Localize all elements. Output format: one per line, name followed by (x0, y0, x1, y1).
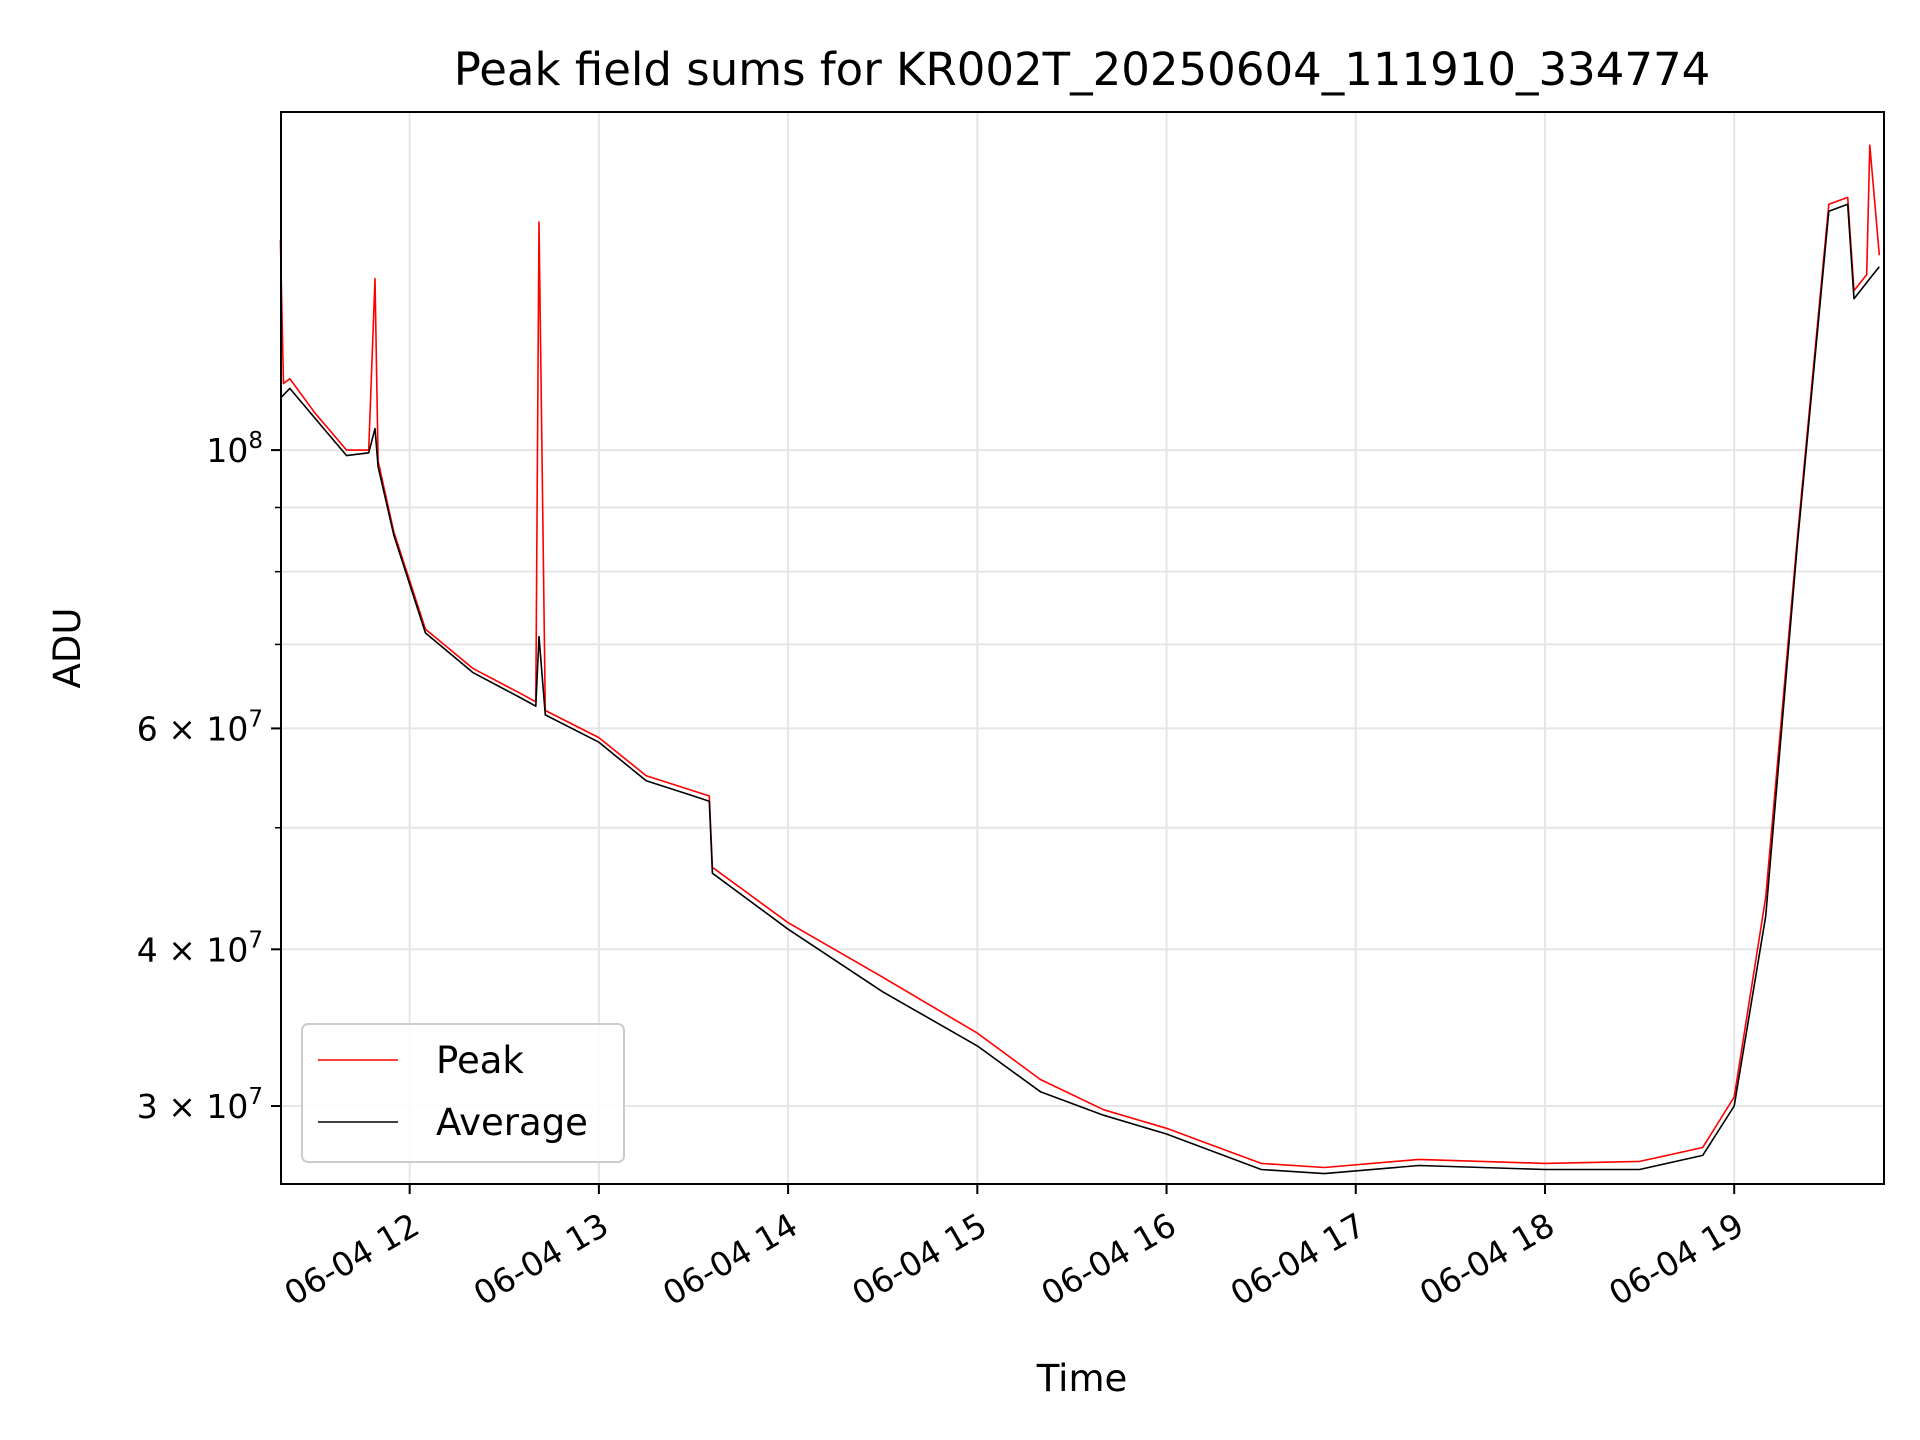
y-tick-label: 4 × 107 (137, 927, 263, 969)
y-tick-label: 108 (206, 428, 263, 470)
legend-label-peak: Peak (436, 1039, 524, 1082)
series-lines (279, 144, 1881, 1175)
series-line-peak (279, 144, 1881, 1169)
legend: Peak Average (301, 1023, 625, 1163)
y-axis-ticks: 108 6 × 107 4 × 107 3 × 107 (137, 428, 281, 1126)
chart-title: Peak field sums for KR002T_20250604_1119… (454, 43, 1711, 96)
plot-frame (280, 111, 1885, 1185)
legend-box (301, 1023, 625, 1163)
legend-label-average: Average (436, 1101, 588, 1144)
y-tick-label: 3 × 107 (137, 1084, 263, 1126)
x-axis-label: Time (1036, 1357, 1128, 1400)
y-tick-label: 6 × 107 (137, 706, 263, 748)
y-axis-label: ADU (46, 608, 89, 689)
series-line-average (279, 203, 1880, 1175)
